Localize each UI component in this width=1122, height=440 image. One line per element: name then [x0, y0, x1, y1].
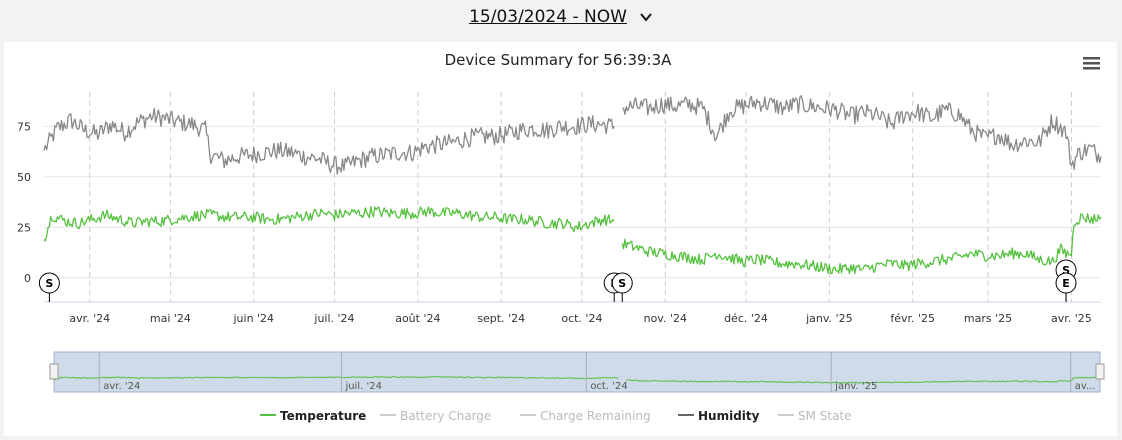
- legend-item-charge-remaining[interactable]: Charge Remaining: [520, 409, 651, 423]
- y-axis: 0 25 50 75: [17, 120, 31, 284]
- chart-title: Device Summary for 56:39:3A: [445, 51, 673, 69]
- chevron-down-icon[interactable]: [639, 10, 653, 24]
- x-tick-label: avr. '24: [69, 312, 110, 325]
- x-tick-label: juin '24: [232, 312, 274, 325]
- legend-label: Humidity: [698, 409, 760, 423]
- legend: Temperature Battery Charge Charge Remainin…: [260, 409, 852, 423]
- flag-label: S: [1062, 264, 1070, 277]
- y-tick-label: 50: [17, 171, 31, 184]
- flag-e: E: [1055, 272, 1077, 302]
- navigator-tick-label: juil. '24: [344, 381, 382, 392]
- legend-item-sm-state[interactable]: SM State: [778, 409, 852, 423]
- flag-marker: [38, 272, 60, 294]
- x-tick-label: déc. '24: [724, 312, 768, 325]
- flag-marker: [1055, 272, 1077, 294]
- legend-label: Charge Remaining: [540, 409, 651, 423]
- flag-s: S: [611, 272, 633, 302]
- legend-item-humidity[interactable]: Humidity: [678, 409, 760, 423]
- series-line-temperature: [43, 206, 1102, 275]
- navigator-tick-label: oct. '24: [590, 381, 627, 392]
- legend-label: Battery Charge: [400, 409, 491, 423]
- x-tick-label: mars '25: [964, 312, 1012, 325]
- navigator-window: [53, 351, 1101, 393]
- x-tick-label: avr. '25: [1051, 312, 1092, 325]
- legend-label: SM State: [798, 409, 852, 423]
- series-lines: [43, 95, 1102, 275]
- chart-panel: Device Summary for 56:39:3A 0 25 50 75 avr.…: [4, 42, 1117, 436]
- legend-label: Temperature: [280, 409, 366, 423]
- hamburger-menu-icon[interactable]: [1083, 57, 1100, 70]
- x-tick-label: nov. '24: [644, 312, 687, 325]
- flag-label: S: [45, 277, 53, 290]
- flag-marker: [611, 272, 633, 294]
- navigator-tick-label: avr. '24: [103, 381, 140, 392]
- series-line-humidity: [43, 95, 1102, 175]
- y-tick-label: 75: [17, 120, 31, 133]
- x-axis: avr. '24 mai '24 juin '24 juil. '24 août '24…: [69, 312, 1091, 325]
- x-tick-label: mai '24: [150, 312, 191, 325]
- flag-s: S: [38, 272, 60, 302]
- navigator-handle[interactable]: [1095, 363, 1105, 380]
- navigator-tick-label: av...: [1075, 381, 1096, 392]
- x-tick-label: sept. '24: [477, 312, 525, 325]
- event-flags: SESSE: [38, 259, 1077, 302]
- y-tick-label: 25: [17, 221, 31, 234]
- date-range-selector[interactable]: 15/03/2024 - NOW: [469, 7, 627, 27]
- x-tick-label: févr. '25: [890, 312, 935, 325]
- navigator-tick-label: janv. '25: [834, 381, 877, 392]
- flag-label: E: [1062, 277, 1070, 290]
- legend-item-battery-charge[interactable]: Battery Charge: [380, 409, 491, 423]
- navigator[interactable]: avr. '24 juil. '24 oct. '24 janv. '25 av...: [49, 351, 1105, 393]
- plot-grid: [44, 92, 1101, 303]
- x-tick-label: oct. '24: [561, 312, 602, 325]
- device-summary-chart: Device Summary for 56:39:3A 0 25 50 75 avr.…: [17, 51, 1105, 423]
- x-tick-label: janv. '25: [805, 312, 852, 325]
- x-tick-label: juil. '24: [313, 312, 354, 325]
- navigator-series-line: [53, 375, 1101, 384]
- legend-item-temperature[interactable]: Temperature: [260, 409, 366, 423]
- date-range-bar: 15/03/2024 - NOW: [0, 0, 1122, 34]
- navigator-handle[interactable]: [49, 363, 59, 380]
- flag-label: S: [618, 277, 626, 290]
- y-tick-label: 0: [24, 272, 31, 285]
- x-tick-label: août '24: [395, 312, 440, 325]
